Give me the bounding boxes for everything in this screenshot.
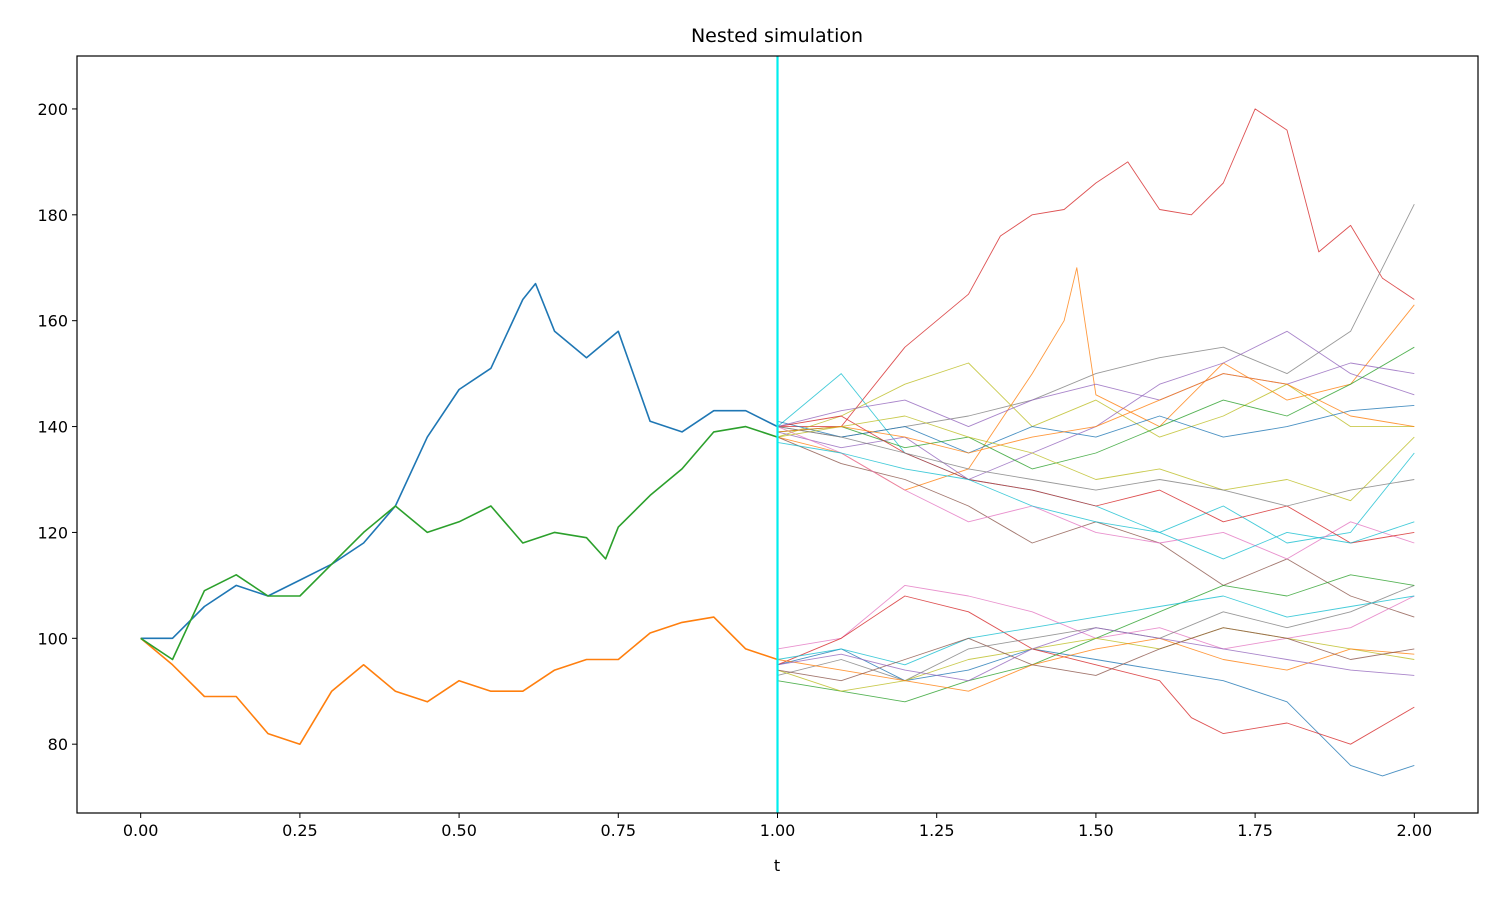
inner-path-21 [777, 595, 1415, 745]
inner-path-27 [777, 627, 1415, 682]
x-tick-label: 1.00 [760, 821, 796, 840]
y-tick-label: 100 [37, 629, 68, 648]
inner-path-12 [777, 346, 1415, 470]
inner-path-17 [777, 362, 1415, 428]
x-tick-label: 0.00 [123, 821, 159, 840]
inner-path-13 [777, 415, 1415, 544]
outer-path-2 [140, 425, 778, 661]
y-tick-label: 200 [37, 100, 68, 119]
outer-path-1 [140, 616, 778, 746]
inner-path-26 [777, 595, 1415, 666]
outer-path-0 [140, 282, 778, 640]
inner-path-24 [777, 627, 1415, 692]
inner-path-10 [777, 426, 1415, 560]
x-axis-label: t [774, 856, 780, 875]
x-tick-label: 2.00 [1397, 821, 1433, 840]
chart-title: Nested simulation [691, 25, 863, 47]
inner-path-9 [777, 436, 1415, 618]
y-tick-label: 120 [37, 523, 68, 542]
inner-path-16 [777, 441, 1415, 560]
y-tick-label: 160 [37, 312, 68, 331]
inner-path-7 [777, 362, 1415, 438]
x-tick-label: 1.25 [919, 821, 955, 840]
inner-path-28 [777, 627, 1415, 682]
y-tick-label: 180 [37, 206, 68, 225]
x-tick-label: 0.75 [600, 821, 636, 840]
x-tick-label: 0.50 [441, 821, 477, 840]
y-tick-label: 80 [48, 735, 68, 754]
x-tick-label: 0.25 [282, 821, 318, 840]
x-tick-label: 1.75 [1237, 821, 1273, 840]
inner-path-14 [777, 415, 1415, 502]
inner-path-6 [777, 373, 1415, 544]
series-layer [140, 108, 1415, 777]
inner-path-11 [777, 404, 1415, 454]
inner-path-4 [777, 203, 1415, 438]
inner-path-5 [777, 267, 1415, 491]
x-axis-ticks: 0.00 0.25 0.50 0.75 1.00 1.25 1.50 1.75 2.00 [123, 813, 1432, 840]
inner-path-18 [777, 373, 1415, 454]
inner-path-15 [777, 426, 1415, 507]
y-tick-label: 140 [37, 418, 68, 437]
inner-path-3 [777, 108, 1415, 428]
inner-path-20 [777, 648, 1415, 777]
y-axis-ticks: 80 100 120 140 160 180 200 [37, 100, 77, 754]
x-tick-label: 1.50 [1078, 821, 1114, 840]
